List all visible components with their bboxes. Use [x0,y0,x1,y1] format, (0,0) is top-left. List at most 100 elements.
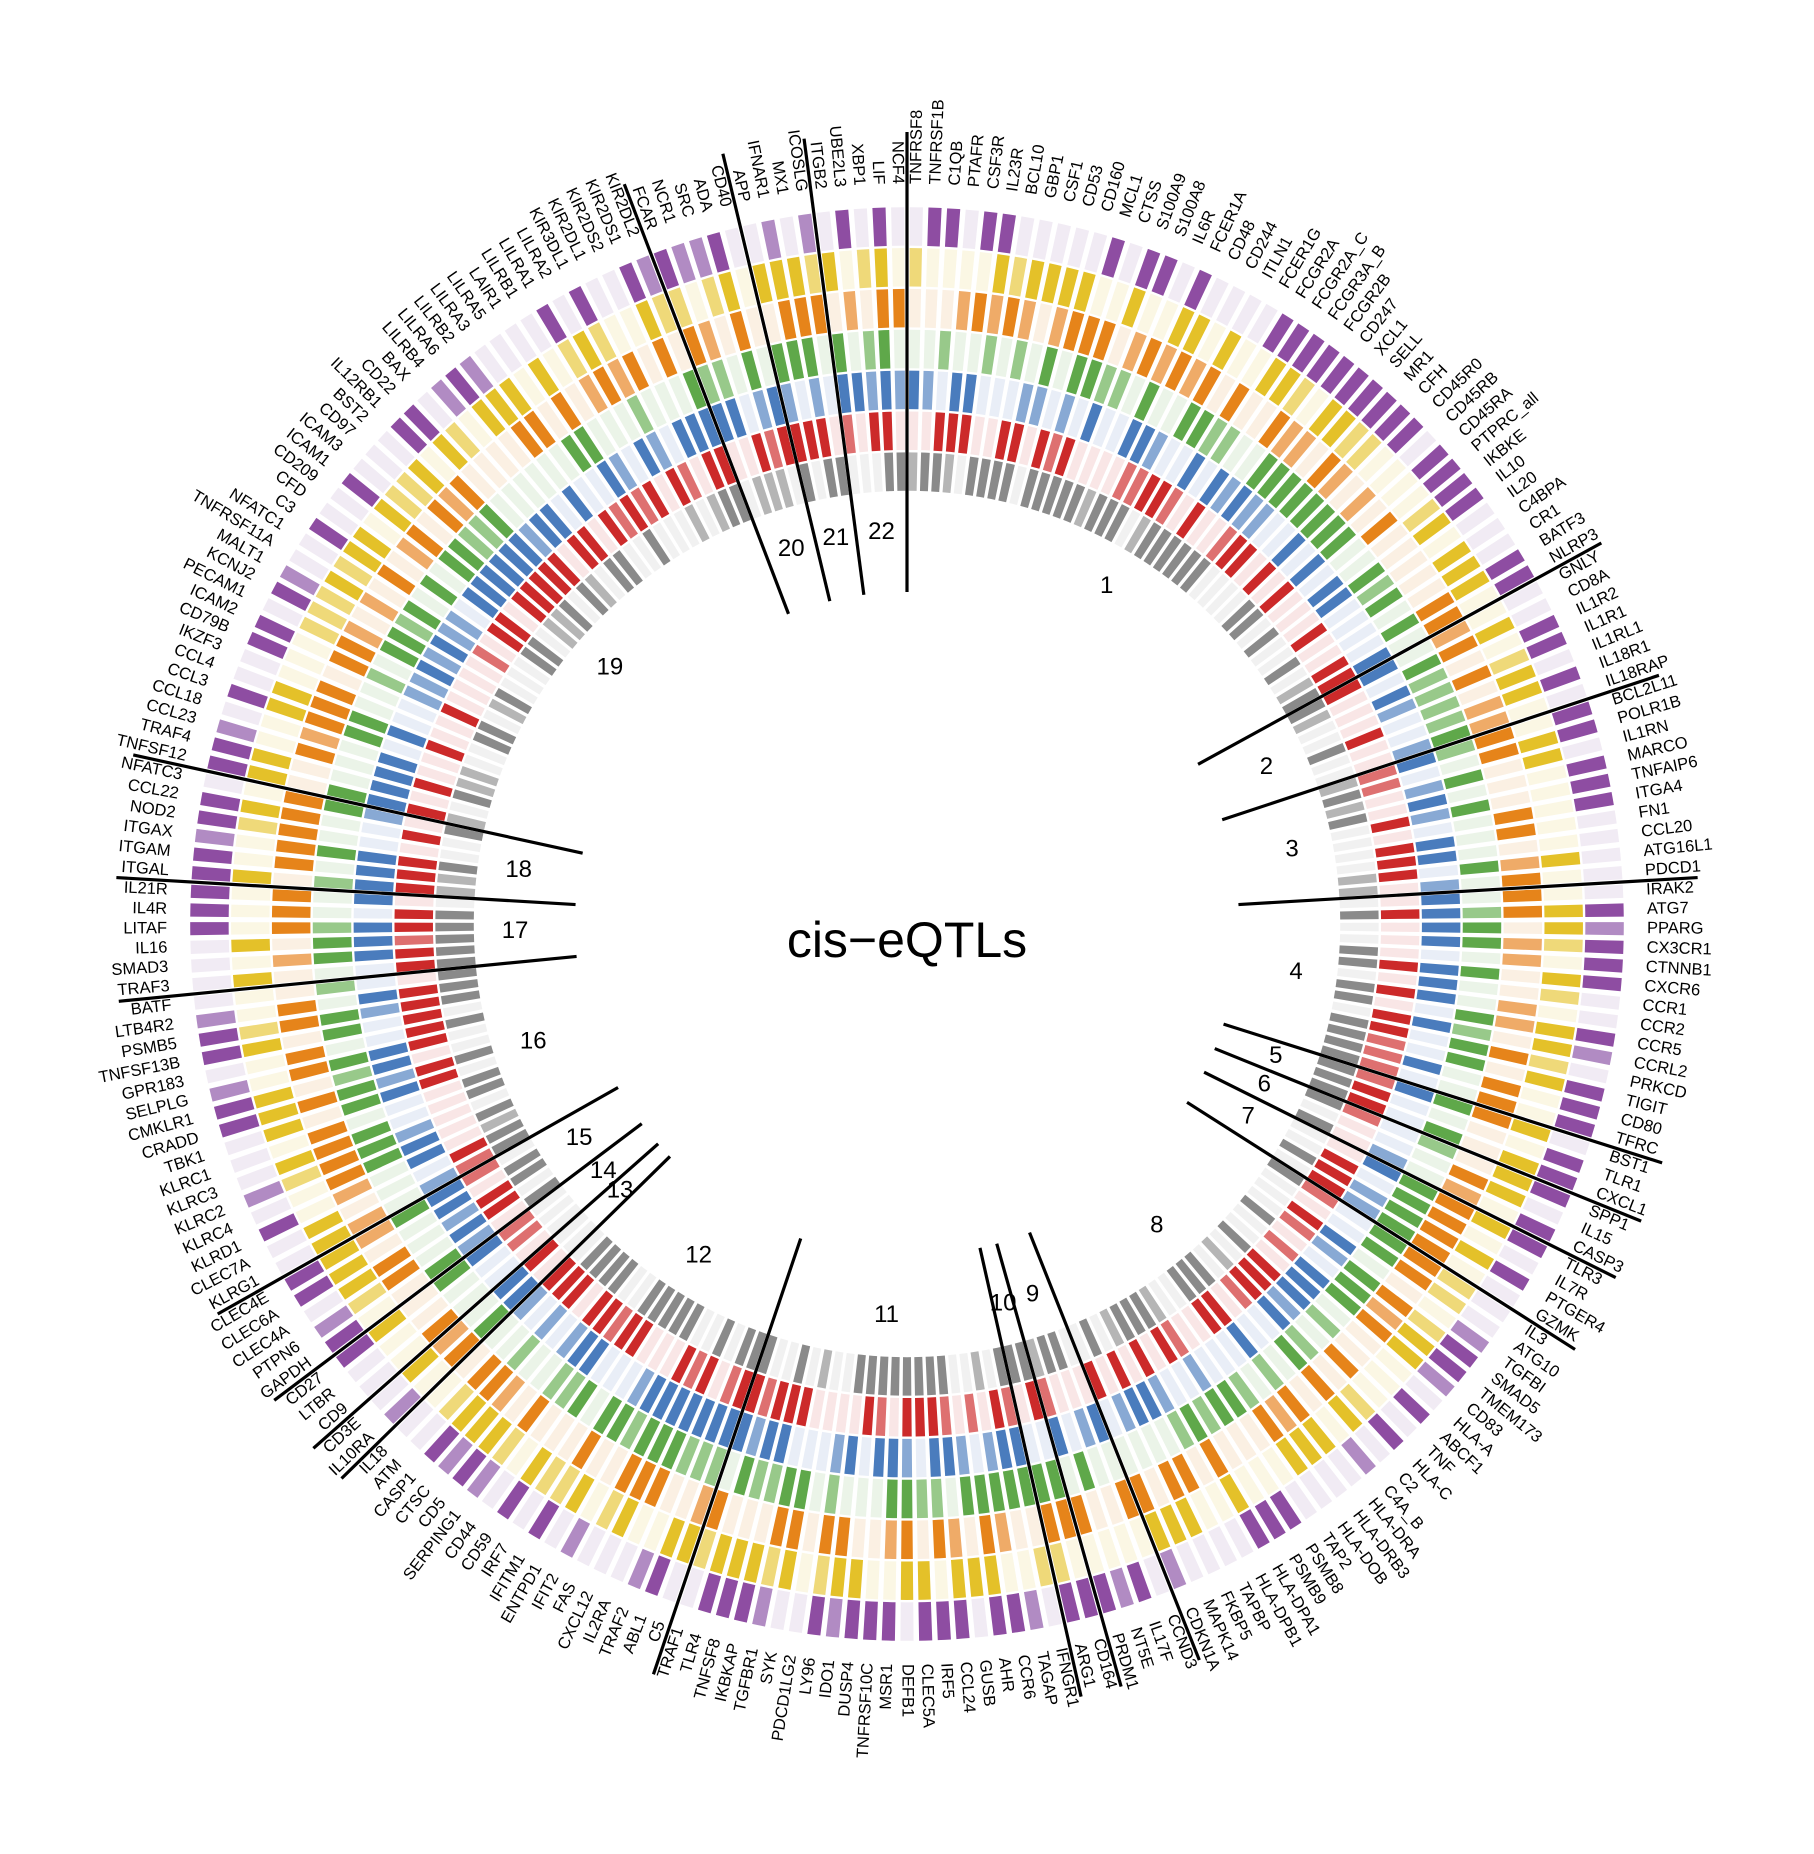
heatmap-cell-HLA-DRB3-track-2 [1289,1427,1322,1466]
gene-label: IDO1 [816,1659,838,1699]
heatmap-cell-CLEC4A-track-3 [372,1246,411,1277]
heatmap-cell-SELPLG-track-3 [288,1061,329,1082]
heatmap-cell-IL10RA-track-6 [533,1248,568,1282]
heatmap-cell-TNFRSF1B-track-6 [921,411,932,451]
heatmap-cell-LILRA2-track-4 [612,402,641,442]
heatmap-cell-LILRA1-track-2 [557,339,588,379]
heatmap-cell-FCER1A-track-6 [1100,456,1126,495]
heatmap-cell-KIR2DL1-track-4 [640,388,667,428]
heatmap-cell-S100A8-track-3 [1122,331,1147,372]
chromosome-divider-18 [116,875,576,907]
gene-label: DUSP4 [835,1661,857,1717]
heatmap-cell-ATG10-track-4 [1360,1236,1399,1268]
heatmap-cell-IL18RAP-track-4 [1430,724,1471,748]
heatmap-cell-CD79B-track-3 [322,665,363,691]
heatmap-cell-TNFRSF11A-track-6 [465,656,503,684]
heatmap-cell-IL1RL1-track-6 [1344,727,1384,751]
heatmap-cell-KIR3DL1-track-6 [665,467,691,507]
heatmap-cell-CX3CR1-track-5 [1421,936,1461,948]
heatmap-cell-BCL2L11-track-7 [1318,777,1358,798]
heatmap-cell-CCL4-track-7 [463,754,503,776]
heatmap-cell-TLR4-track-7 [769,1338,789,1378]
heatmap-cell-GZMK-track-6 [1307,1169,1346,1198]
heatmap-cell-NOD2-track-3 [278,823,318,841]
heatmap-cell-MAPK14-track-5 [1111,1392,1136,1432]
heatmap-cell-IFNAR1-track-1 [761,219,782,260]
heatmap-cell-HLA-DOB-track-7 [1157,1272,1187,1309]
heatmap-cell-BCL10-track-5 [989,377,1006,418]
heatmap-cell-FCGR2A_C-track-4 [1210,426,1241,464]
heatmap-cell-CD3E-track-5 [493,1266,529,1300]
gene-label: IL21R [123,879,168,899]
heatmap-cell-IFNGR1-track-6 [1000,1386,1018,1427]
heatmap-cell-TLR1-track-1 [1543,1147,1584,1173]
heatmap-cell-BATF3-track-1 [1485,549,1525,581]
heatmap-cell-NFATC3-track-1 [203,773,244,794]
heatmap-cell-ITGB2-track-5 [837,373,852,414]
heatmap-cell-IL17F-track-3 [1100,1484,1124,1525]
heatmap-cell-S100A8-track-5 [1092,407,1116,448]
heatmap-cell-MARCO-track-6 [1367,803,1408,822]
heatmap-cell-KIR2DS1-track-1 [619,262,647,303]
heatmap-cell-PTPN6-track-3 [381,1259,420,1291]
heatmap-cell-IFIT2-track-2 [580,1482,610,1522]
heatmap-cell-S100A9-track-5 [1080,402,1103,443]
heatmap-cell-UBE2L3-track-6 [855,413,869,453]
heatmap-cell-CMKLR1-track-3 [292,1076,334,1098]
heatmap-cell-CCL20-track-2 [1538,834,1579,852]
heatmap-cell-BATF3-track-2 [1450,570,1490,601]
heatmap-cell-BCL2L11-track-1 [1551,701,1593,726]
heatmap-cell-ARG1-track-3 [1040,1502,1061,1544]
heatmap-cell-CTSC-track-2 [464,1406,499,1444]
heatmap-cell-LILRB4-track-6 [566,534,599,570]
heatmap-cell-CCR6-track-4 [988,1472,1005,1512]
heatmap-cell-LILRB2-track-6 [587,517,618,554]
heatmap-cell-FCGR3A_B-track-2 [1268,367,1301,406]
heatmap-cell-TNF-track-5 [1266,1285,1301,1321]
heatmap-cell-LILRB4-track-1 [431,379,466,417]
heatmap-cell-PTAFR-track-5 [949,372,963,412]
heatmap-cell-LITAF-track-3 [271,922,311,934]
heatmap-cell-HLA-A-track-3 [1345,1320,1382,1355]
chromosome-divider-16 [216,1086,619,1316]
heatmap-cell-CD247-track-4 [1245,452,1278,490]
heatmap-cell-C3-track-6 [479,633,517,663]
heatmap-cell-ABL1-track-6 [719,1365,742,1405]
heatmap-cell-PTAFR-track-3 [955,291,971,331]
heatmap-cell-PTPN6-track-7 [516,1167,554,1197]
heatmap-cell-CD5-track-2 [478,1416,512,1455]
heatmap-cell-TNFRSF11A-track-4 [394,613,434,643]
heatmap-cell-TNF-track-2 [1352,1372,1388,1408]
heatmap-cell-IL7R-track-3 [1427,1206,1467,1235]
heatmap-cell-IL10-track-4 [1347,562,1386,594]
heatmap-cell-IL1RN-track-2 [1522,748,1563,770]
heatmap-cell-IL20-track-1 [1455,502,1495,536]
heatmap-cell-CR1-track-6 [1304,644,1342,674]
heatmap-cell-CD244-track-3 [1178,358,1207,398]
heatmap-cell-BAX-track-5 [528,513,563,549]
heatmap-cell-ARG1-track-5 [1022,1423,1041,1464]
heatmap-cell-C2-track-1 [1354,1425,1390,1463]
heatmap-cell-IL16-track-4 [312,937,352,949]
heatmap-cell-AHR-track-4 [974,1474,990,1514]
heatmap-cell-CCR1-track-6 [1377,972,1417,986]
heatmap-cell-PTGER4-track-6 [1314,1159,1353,1187]
heatmap-cell-SYK-track-1 [770,1589,791,1631]
heatmap-cell-IRAK2-track-3 [1502,889,1542,903]
gene-label: PDCD1 [1644,857,1701,879]
heatmap-cell-CCL23-track-7 [452,789,492,809]
heatmap-cell-CCL24-track-1 [953,1599,970,1640]
heatmap-cell-ABCF1-track-1 [1393,1388,1430,1424]
heatmap-cell-CLEC4E-track-1 [284,1260,325,1291]
heatmap-cell-TAPBP-track-5 [1135,1381,1162,1420]
heatmap-cell-BATF3-track-3 [1415,591,1455,622]
heatmap-cell-KLRC2-track-1 [243,1180,285,1208]
heatmap-cell-TGFBR1-track-5 [787,1426,806,1467]
heatmap-cell-IKBKAP-track-3 [753,1502,774,1544]
heatmap-cell-TNF-track-4 [1295,1314,1330,1350]
heatmap-cell-CD244-track-1 [1216,285,1246,326]
heatmap-cell-LTBR-track-4 [443,1271,480,1304]
heatmap-cell-KCNJ2-track-7 [488,698,527,725]
heatmap-cell-CCL22-track-1 [200,792,241,812]
heatmap-cell-ATG10-track-3 [1394,1259,1433,1291]
